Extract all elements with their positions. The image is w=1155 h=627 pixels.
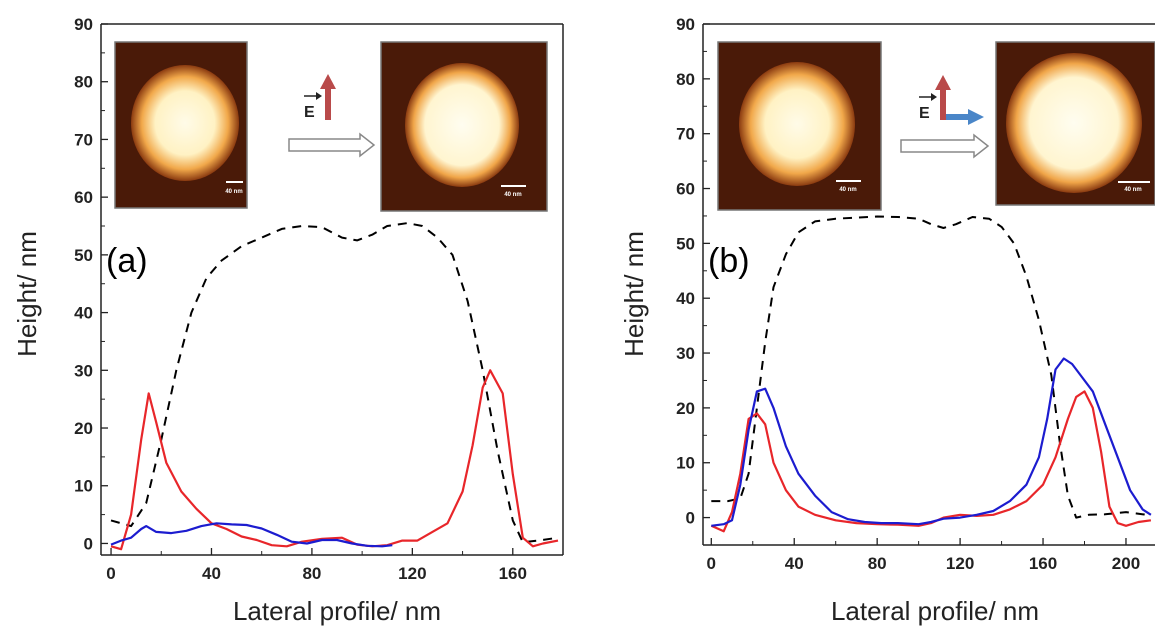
- series-line-blue: [110, 522, 393, 548]
- series-line-red: [110, 369, 559, 551]
- panel-label-b: (b): [708, 242, 750, 280]
- series-line-dashed: [110, 222, 559, 544]
- x-tick-label: 0: [707, 554, 716, 573]
- scale-bar-label: 40 nm: [839, 187, 856, 193]
- afm-image-after-b: 40 nm: [995, 41, 1155, 206]
- y-tick-label: 50: [676, 234, 695, 253]
- x-tick-label: 40: [785, 554, 804, 573]
- afm-images-a: 40 nm 40 nm E: [114, 41, 548, 212]
- x-tick-label: 160: [499, 564, 527, 583]
- y-tick-label: 0: [686, 509, 695, 528]
- y-tick-label: 40: [676, 289, 695, 308]
- scale-bar-label: 40 nm: [1124, 187, 1141, 193]
- field-direction-b: E: [919, 75, 984, 125]
- afm-image-before-b: 40 nm: [717, 41, 882, 211]
- afm-image-before-a: 40 nm: [114, 41, 248, 209]
- y-tick-label: 10: [74, 477, 93, 496]
- panel-label-a: (a): [106, 242, 148, 280]
- y-tick-label: 40: [74, 304, 93, 323]
- x-tick-label: 80: [868, 554, 887, 573]
- y-tick-label: 80: [74, 73, 93, 92]
- x-tick-label: 120: [398, 564, 426, 583]
- x-tick-label: 80: [302, 564, 321, 583]
- field-direction-a: E: [304, 74, 336, 121]
- axes-a: 0 10 20 30 40 50 60 70 80 90 0 40 80 120 160: [74, 15, 564, 583]
- transition-arrow-b: [900, 133, 990, 159]
- data-series-a: [110, 222, 559, 551]
- y-tick-label: 50: [74, 246, 93, 265]
- scale-bar-label: 40 nm: [225, 189, 242, 195]
- y-tick-label: 60: [676, 180, 695, 199]
- y-tick-label: 20: [74, 419, 93, 438]
- chart-panel-a: 0 10 20 30 40 50 60 70 80 90 0 40 80 120 160 40 nm 40 …: [12, 15, 564, 626]
- x-tick-label: 40: [202, 564, 221, 583]
- y-tick-label: 0: [84, 534, 93, 553]
- y-tick-label: 30: [676, 344, 695, 363]
- x-tick-label: 120: [946, 554, 974, 573]
- y-tick-label: 70: [676, 125, 695, 144]
- x-axis-label: Lateral profile/ nm: [233, 596, 441, 626]
- y-tick-label: 30: [74, 361, 93, 380]
- x-tick-label: 160: [1029, 554, 1057, 573]
- y-tick-label: 90: [676, 15, 695, 34]
- y-tick-label: 70: [74, 130, 93, 149]
- y-tick-label: 80: [676, 70, 695, 89]
- afm-image-after-a: 40 nm: [380, 41, 548, 212]
- axes-b: 0 10 20 30 40 50 60 70 80 90 0 40 80 120 160 200: [676, 15, 1155, 573]
- y-axis-label: Height/ nm: [619, 231, 649, 357]
- x-axis-label: Lateral profile/ nm: [831, 596, 1039, 626]
- y-axis-label: Height/ nm: [12, 231, 42, 357]
- series-line-dashed: [711, 215, 1147, 519]
- x-tick-label: 0: [106, 564, 115, 583]
- x-tick-label: 200: [1112, 554, 1140, 573]
- y-tick-label: 90: [74, 15, 93, 34]
- y-tick-label: 60: [74, 188, 93, 207]
- data-series-b: [710, 215, 1152, 533]
- series-line-red: [710, 390, 1152, 533]
- field-label: E: [304, 104, 315, 121]
- afm-images-b: 40 nm 40 nm E: [717, 41, 1155, 211]
- field-label: E: [919, 105, 930, 122]
- y-tick-label: 10: [676, 454, 695, 473]
- chart-panel-b: 0 10 20 30 40 50 60 70 80 90 0 40 80 120 160 200 40 nm …: [619, 15, 1155, 626]
- transition-arrow-a: [288, 132, 376, 158]
- scale-bar-label: 40 nm: [504, 192, 521, 198]
- y-tick-label: 20: [676, 399, 695, 418]
- series-line-blue: [711, 357, 1152, 527]
